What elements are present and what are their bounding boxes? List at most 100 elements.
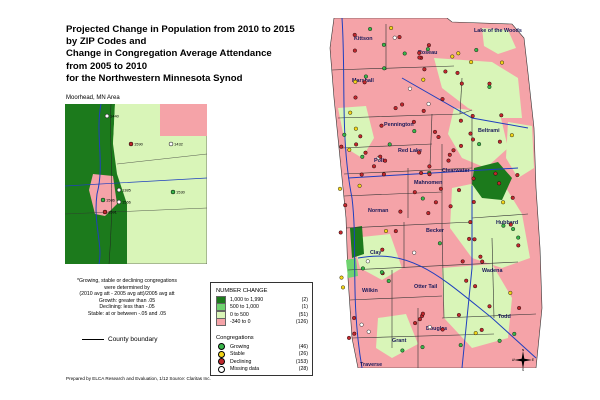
inset-congregation-id: 1590 (134, 142, 144, 147)
congregation-marker (468, 220, 473, 225)
legend-row: 0 to 500 (51) (216, 310, 308, 319)
congregation-marker (411, 119, 416, 124)
inset-congregation-marker (104, 113, 110, 119)
congregation-marker (378, 154, 383, 159)
congregation-marker (343, 203, 348, 208)
congregation-marker (348, 110, 353, 115)
congregation-marker (515, 173, 520, 178)
congregation-marker (479, 327, 484, 332)
county-label: Clay (370, 250, 381, 256)
congregation-marker (412, 250, 417, 255)
inset-congregation-id: 1586 (106, 198, 116, 203)
county-boundary-label: County boundary (108, 336, 158, 343)
congregation-marker (338, 186, 343, 191)
congregation-marker (470, 113, 475, 118)
county-label: Roseau (418, 50, 437, 56)
congregation-marker (363, 150, 368, 155)
county-boundary-key: County boundary (82, 336, 158, 343)
legend-swatch (216, 318, 226, 326)
congregation-marker (354, 142, 359, 147)
congregation-marker (366, 329, 371, 334)
congregation-marker (451, 148, 456, 153)
congregation-marker (379, 270, 384, 275)
congregation-marker (478, 254, 483, 259)
congregation-marker (402, 51, 407, 56)
county-boundary-line (82, 339, 104, 340)
congregation-marker (400, 102, 405, 107)
congregation-marker (420, 196, 425, 201)
congregation-marker (458, 118, 463, 123)
legend-label: Missing data (230, 366, 260, 372)
county-label: Hubbard (496, 220, 518, 226)
congregation-marker (407, 86, 412, 91)
legend-count: (1) (301, 304, 308, 310)
compass-n: N (522, 349, 525, 352)
inset-congregation-id: 1432 (174, 142, 184, 147)
congregation-marker (421, 77, 426, 82)
congregation-marker (353, 79, 358, 84)
congregation-marker (417, 317, 422, 322)
congregation-marker (471, 199, 476, 204)
congregation-marker (450, 54, 455, 59)
congregation-marker (352, 48, 357, 53)
congregation-marker (443, 69, 448, 74)
legend-count: (26) (298, 351, 308, 357)
congregation-marker (508, 290, 513, 295)
congregation-marker (436, 134, 441, 139)
congregation-marker (456, 313, 461, 318)
county-label: Mahnomen (414, 180, 442, 186)
congregation-marker (353, 126, 358, 131)
congregation-marker (474, 48, 479, 53)
legend-label: 500 to 1,000 (230, 304, 259, 310)
congregation-marker (417, 50, 422, 55)
congregation-marker (382, 66, 387, 71)
congregation-marker (433, 200, 438, 205)
legend-congregations-title: Congregations (216, 335, 254, 341)
congregation-marker (339, 275, 344, 280)
congregation-marker (393, 106, 398, 111)
legend-label: Declining (230, 358, 252, 365)
legend-marker (218, 358, 225, 365)
congregation-marker (469, 60, 474, 65)
congregation-marker (360, 266, 365, 271)
legend-count: (2) (301, 296, 308, 303)
congregation-marker (446, 158, 451, 163)
congregation-marker (470, 137, 475, 142)
congregation-marker (417, 150, 422, 155)
congregation-marker (338, 230, 343, 235)
congregation-marker (508, 222, 513, 227)
congregation-marker (381, 42, 386, 47)
congregation-marker (426, 101, 431, 106)
congregation-marker (412, 129, 417, 134)
congregation-marker (400, 348, 405, 353)
congregation-marker (341, 285, 346, 290)
congregation-marker (516, 235, 521, 240)
inset-congregation-marker (170, 189, 176, 195)
legend-row: Growing (46) (216, 343, 308, 350)
congregation-marker (358, 134, 363, 139)
congregation-marker (359, 172, 364, 177)
congregation-marker (437, 241, 442, 246)
congregation-marker (427, 172, 432, 177)
congregation-marker (432, 129, 437, 134)
county-label: Pennington (384, 122, 414, 128)
congregation-marker (471, 176, 476, 181)
congregation-marker (509, 133, 514, 138)
congregation-marker (458, 343, 463, 348)
congregation-marker (458, 143, 463, 148)
inset-congregation-id: 1566 (122, 200, 132, 205)
congregation-marker (497, 139, 502, 144)
congregation-marker (493, 171, 498, 176)
congregation-marker (497, 338, 502, 343)
county-label: Grant (392, 338, 407, 344)
county-label: Wilkin (362, 288, 378, 294)
county-label: Wadena (482, 268, 503, 274)
congregation-marker (464, 278, 469, 283)
note-line-3: (2010 avg att - 2005 avg att)/2005 avg a… (79, 291, 175, 298)
congregation-marker (468, 131, 473, 136)
inset-map: 1440 1590 1432 1385 1586 1566 1530 1591 (65, 104, 207, 264)
legend-row: Declining (153) (216, 358, 308, 365)
congregation-marker (421, 108, 426, 113)
congregation-marker (426, 211, 431, 216)
inset-congregation-marker (116, 187, 122, 193)
